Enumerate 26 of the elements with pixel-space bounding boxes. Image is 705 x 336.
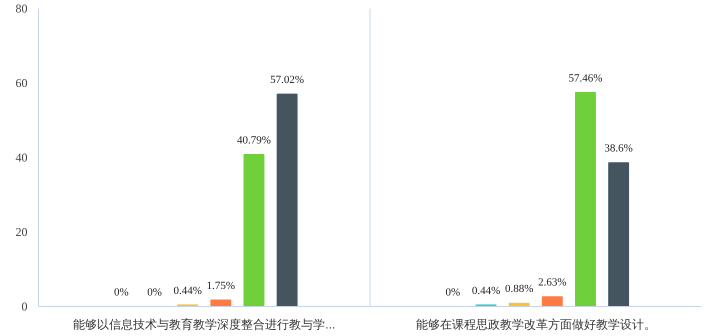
data-label: 0.88% (504, 283, 534, 296)
y-tick-label: 20 (16, 225, 28, 239)
y-tick-label: 0 (22, 300, 28, 314)
data-label: 57.02% (270, 74, 304, 86)
bar (575, 92, 596, 306)
data-label: 57.46% (568, 72, 602, 84)
data-label: 0.44% (472, 284, 500, 297)
bar (608, 162, 630, 306)
y-tick-label: 40 (16, 150, 28, 164)
y-tick-label: 60 (16, 76, 28, 90)
x-tick-label: 能够以信息技术与教育教学深度整合进行教与学... (73, 318, 336, 332)
bar (276, 94, 298, 306)
data-label: 2.63% (538, 276, 567, 289)
data-label: 40.79% (237, 134, 271, 147)
data-label: 0.44% (173, 284, 202, 297)
data-label: 38.6% (604, 142, 633, 155)
data-label: 0% (147, 286, 162, 298)
bar (244, 154, 264, 306)
x-tick-label: 能够在课程思政教学改革方面做好教学设计。 (416, 318, 656, 332)
data-label: 1.75% (206, 280, 236, 292)
bar (508, 302, 530, 306)
data-label: 0% (446, 286, 460, 298)
bar (542, 296, 563, 306)
y-tick-label: 80 (16, 2, 28, 16)
data-label: 0% (114, 286, 129, 298)
bar (210, 299, 232, 306)
